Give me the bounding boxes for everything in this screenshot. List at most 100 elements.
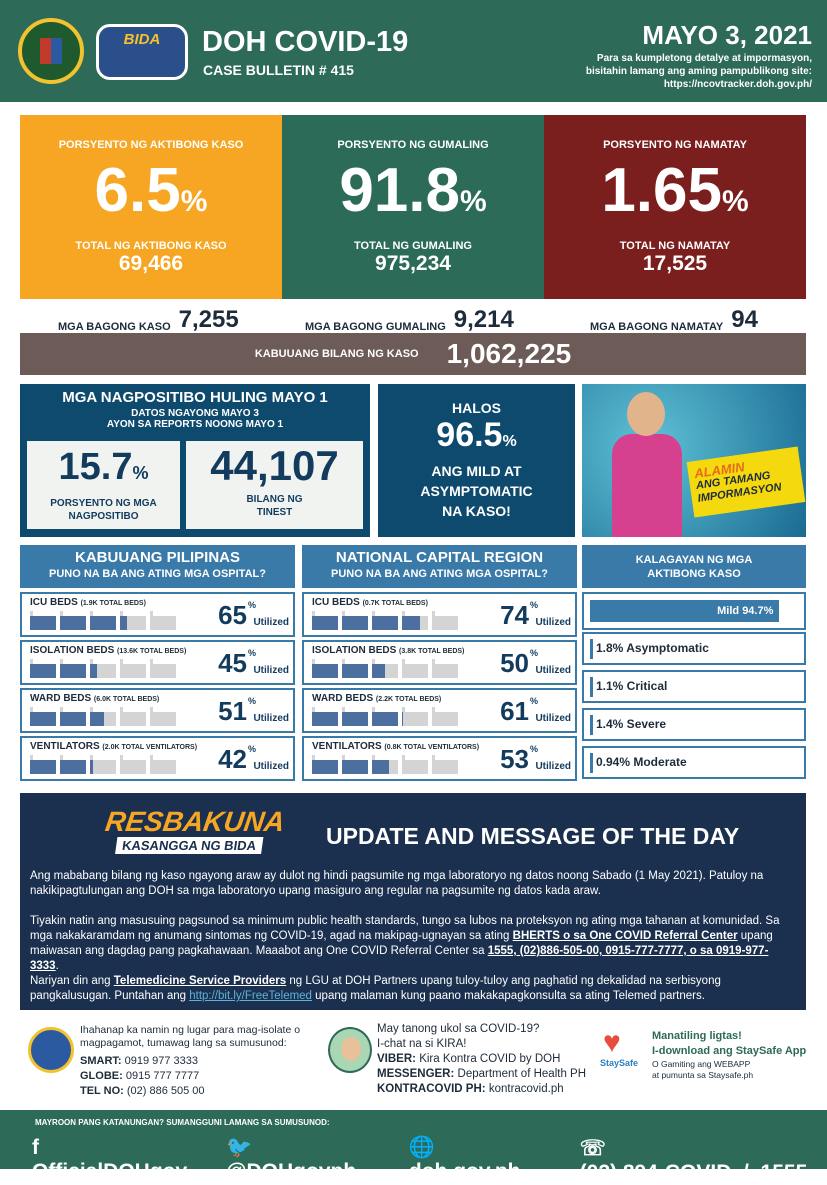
logo-text: RESBAKUNA — [103, 806, 287, 837]
facebook-link[interactable]: f OfficialDOHgov — [32, 1136, 192, 1185]
positivity-panel: MGA NAGPOSITIBO HULING MAYO 1 DATOS NGAY… — [20, 384, 370, 537]
bed-fill — [30, 760, 56, 774]
message-paragraph: Ang mababang bilang ng kaso ngayong araw… — [30, 869, 796, 899]
bed-fill — [372, 760, 389, 774]
key: KONTRACOVID PH: — [377, 1083, 486, 1095]
text: upang maiwasan ang dagdag pang pagkahawa… — [30, 930, 773, 957]
ventilator-icon — [90, 755, 116, 774]
message-paragraph: Tiyakin natin ang masusuing pagsunod sa … — [30, 914, 796, 974]
bed-fill — [342, 616, 368, 630]
pct-sign: % — [247, 744, 256, 754]
bed-fill — [342, 664, 368, 678]
stat-label: PORSYENTO NG AKTIBONG KASO — [58, 139, 244, 151]
bed-icon — [402, 611, 428, 630]
utilization-pct: 65 — [218, 600, 247, 630]
bida-solusyon-logo: BIDA — [96, 24, 188, 80]
info-line: bisitahin lamang ang aming pampublikong … — [585, 66, 812, 77]
free-telemed-link[interactable]: http://bit.ly/FreeTelemed — [189, 990, 312, 1002]
bed-fill — [372, 712, 398, 726]
bherts-link[interactable]: BHERTS o sa One COVID Referral Center — [512, 930, 738, 942]
telemedicine-link[interactable]: Telemedicine Service Providers — [113, 975, 287, 987]
staysafe-info: Manatiling ligtas! I-download ang StaySa… — [652, 1029, 806, 1081]
bed-icon — [120, 659, 146, 678]
status-row: 1.8% Asymptomatic — [582, 632, 806, 665]
halos-text: ANG MILD AT — [431, 463, 522, 479]
capacity-name: ISOLATION BEDS — [30, 645, 115, 656]
tracker-link[interactable]: https://ncovtracker.doh.gov.ph/ — [663, 79, 812, 90]
globe-number[interactable]: 0915 777 7777 — [125, 1070, 200, 1082]
text: Ang mababang bilang ng kaso ngayong araw… — [30, 870, 764, 897]
text: upang malaman kung paano makakapagkonsul… — [311, 990, 705, 1002]
logo-text: KASANGGA NG BIDA — [115, 837, 264, 854]
hotline: (02) 894-COVID / 1555 — [579, 1161, 808, 1184]
new-cases-label: MGA BAGONG KASO — [58, 321, 171, 333]
bed-fill — [402, 712, 404, 726]
bed-icon — [120, 611, 146, 630]
bed-icon — [150, 611, 176, 630]
mild-asymptomatic-panel: HALOS 96.5% ANG MILD AT ASYMPTOMATIC NA … — [378, 384, 575, 537]
ventilator-icon — [342, 755, 368, 774]
bed-icon — [150, 659, 176, 678]
capacity-label: VENTILATORS (0.8K TOTAL VENTILATORS) — [312, 741, 479, 752]
globe-icon: 🌐 — [408, 1136, 436, 1159]
key: VIBER: — [377, 1053, 416, 1065]
website-link[interactable]: 🌐 doh.gov.ph — [409, 1136, 546, 1185]
bed-icon — [150, 707, 176, 726]
positivity-title: MGA NAGPOSITIBO HULING MAYO 1 — [62, 389, 328, 406]
pct-value: 1.65 — [601, 156, 722, 225]
total-cases-bar: KABUUANG BILANG NG KASO 1,062,225 — [20, 333, 806, 375]
referral-phones-link[interactable]: 1555, (02)886-505-00, 0915-777-7777, o s… — [30, 945, 769, 972]
key: MESSENGER: — [377, 1068, 455, 1080]
smart-number[interactable]: 0919 977 3333 — [124, 1055, 199, 1067]
utilized-label: Utilized — [535, 617, 571, 628]
facebook-handle: OfficialDOHgov — [32, 1160, 188, 1183]
capacity-name: VENTILATORS — [30, 741, 100, 752]
kontracovid-link[interactable]: kontracovid.ph — [488, 1083, 564, 1095]
message-title: UPDATE AND MESSAGE OF THE DAY — [326, 823, 740, 849]
bed-fill — [342, 760, 368, 774]
staysafe-link[interactable]: at pumunta sa Staysafe.ph — [652, 1070, 754, 1080]
capacity-name: VENTILATORS — [312, 741, 382, 752]
text: Ihahanap ka namin ng lugar para mag-isol… — [80, 1024, 301, 1036]
bed-icon — [342, 611, 368, 630]
utilization-pct: 42 — [218, 744, 247, 774]
bed-icon — [372, 707, 398, 726]
new-recoveries: MGA BAGONG GUMALING 9,214 — [305, 300, 514, 334]
new-deaths: MGA BAGONG NAMATAY 94 — [590, 300, 758, 334]
utilized-label: Utilized — [535, 665, 571, 676]
phone-link[interactable]: ☏ (02) 894-COVID / 1555 — [580, 1136, 827, 1185]
stat-label: TOTAL NG GUMALING — [354, 240, 472, 252]
capacity-total: (0.7K TOTAL BEDS) — [362, 600, 428, 607]
positivity-rate-box: 15.7% PORSYENTO NG MGA NAGPOSITIBO — [27, 441, 180, 529]
bed-icon — [312, 659, 338, 678]
label: TINEST — [256, 507, 293, 518]
utilized-label: Utilized — [253, 617, 289, 628]
kira-contacts: May tanong ukol sa COVID-19? I-chat na s… — [377, 1022, 586, 1097]
bed-fill — [372, 616, 398, 630]
bulletin-date: MAYO 3, 2021 — [642, 20, 812, 50]
key: GLOBE: — [80, 1070, 123, 1082]
hospital-header: KABUUANG PILIPINAS PUNO NA BA ANG ATING M… — [20, 545, 295, 588]
tel-number[interactable]: (02) 886 505 00 — [126, 1085, 205, 1097]
utilization-pct: 61 — [500, 696, 529, 726]
positivity-sub: DATOS NGAYONG MAYO 3 — [131, 408, 259, 419]
utilized-label: Utilized — [253, 713, 289, 724]
facebook-icon: f — [32, 1136, 39, 1159]
text: Manatiling ligtas! — [652, 1030, 742, 1042]
messenger-contact[interactable]: Department of Health PH — [457, 1068, 587, 1080]
bed-icon — [432, 707, 458, 726]
utilized-label: Utilized — [535, 713, 571, 724]
pct-sign: % — [247, 696, 256, 706]
bed-icon — [432, 611, 458, 630]
pct-sign: % — [247, 648, 256, 658]
twitter-link[interactable]: 🐦@DOHgovph — [226, 1136, 375, 1185]
status-row: 0.94% Moderate — [582, 746, 806, 779]
promo-sign: ALAMIN ANG TAMANG IMPORMASYON — [686, 446, 806, 518]
twitter-icon: 🐦 — [226, 1136, 253, 1159]
bed-icon — [90, 611, 116, 630]
bed-fill — [402, 616, 421, 630]
hospital-capacity-row: ISOLATION BEDS (3.8K TOTAL BEDS) 50 % Ut… — [302, 640, 577, 685]
label: BILANG NG — [246, 494, 303, 505]
halos-label: HALOS — [452, 400, 501, 416]
viber-contact[interactable]: Kira Kontra COVID by DOH — [419, 1053, 561, 1065]
